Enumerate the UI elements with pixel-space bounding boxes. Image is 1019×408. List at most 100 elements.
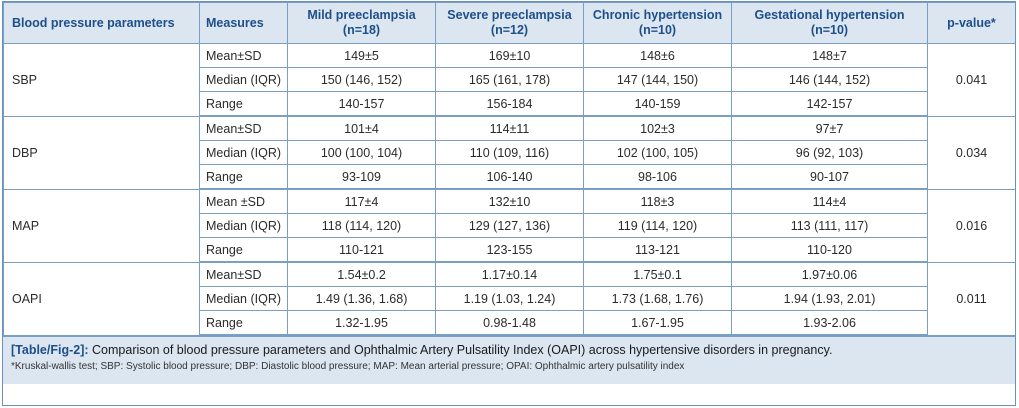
table-row: Median (IQR) 150 (146, 152) 165 (161, 178)…: [4, 67, 1016, 92]
mild-value-cell: 140-157: [287, 91, 436, 117]
mild-value-cell: 93-109: [287, 164, 436, 190]
measure-cell: Range: [199, 310, 288, 336]
mild-value-cell: 1.32-1.95: [287, 310, 436, 336]
caption-footnote: *Kruskal-wallis test; SBP: Systolic bloo…: [11, 361, 685, 372]
severe-value-cell: 132±10: [435, 188, 584, 214]
gestational-value-cell: 114±4: [731, 188, 928, 214]
chronic-value-cell: 118±3: [583, 188, 732, 214]
chronic-value-cell: 1.75±0.1: [583, 261, 732, 287]
gestational-value-cell: 1.94 (1.93, 2.01): [731, 286, 928, 311]
header-chronic: Chronic hypertension (n=10): [583, 2, 732, 44]
header-param: Blood pressure parameters: [3, 2, 200, 44]
table-row: Median (IQR) 100 (100, 104) 110 (109, 116)…: [4, 140, 1016, 165]
measure-cell: Range: [199, 237, 288, 263]
header-chronic-n: (n=10): [638, 23, 677, 37]
chronic-value-cell: 119 (114, 120): [583, 213, 732, 238]
gestational-value-cell: 146 (144, 152): [731, 67, 928, 92]
severe-value-cell: 123-155: [435, 237, 584, 263]
header-measures: Measures: [199, 2, 288, 44]
mild-value-cell: 1.49 (1.36, 1.68): [287, 286, 436, 311]
table-row: Range 93-109 106-140 98-106 90-107: [4, 164, 1016, 190]
table-row: Range 110-121 123-155 113-121 110-120: [4, 237, 1016, 263]
mild-value-cell: 150 (146, 152): [287, 67, 436, 92]
header-mild: Mild preeclampsia (n=18): [287, 2, 436, 44]
severe-value-cell: 156-184: [435, 91, 584, 117]
pvalue-cell: 0.011: [927, 261, 1015, 336]
gestational-value-cell: 97±7: [731, 115, 928, 141]
measure-cell: Mean±SD: [199, 43, 288, 68]
table-row: Range 1.32-1.95 0.98-1.48 1.67-1.95 1.93-2.0…: [4, 310, 1016, 336]
header-gestational-n: (n=10): [810, 23, 849, 37]
mild-value-cell: 1.54±0.2: [287, 261, 436, 287]
measure-cell: Median (IQR): [199, 213, 288, 238]
table-row: Median (IQR) 118 (114, 120) 129 (127, 136)…: [4, 213, 1016, 238]
severe-value-cell: 129 (127, 136): [435, 213, 584, 238]
severe-value-cell: 106-140: [435, 164, 584, 190]
table-row: MAP Mean ±SD 117±4 132±10 118±3 114±4 0.016: [3, 188, 1015, 263]
table-row: OAPI Mean±SD 1.54±0.2 1.17±0.14 1.75±0.1 1.97…: [3, 261, 1015, 336]
parameter-cell: SBP: [3, 43, 200, 117]
gestational-value-cell: 1.93-2.06: [731, 310, 928, 336]
pvalue-cell: 0.016: [927, 188, 1015, 263]
caption-text: Comparison of blood pressure parameters …: [92, 343, 833, 357]
pvalue-cell: 0.034: [927, 115, 1015, 190]
header-pvalue: p-value*: [927, 2, 1015, 44]
parameter-cell: OAPI: [3, 261, 200, 336]
chronic-value-cell: 1.67-1.95: [583, 310, 732, 336]
mild-value-cell: 101±4: [287, 115, 436, 141]
mild-value-cell: 149±5: [287, 43, 436, 68]
chronic-value-cell: 113-121: [583, 237, 732, 263]
severe-value-cell: 110 (109, 116): [435, 140, 584, 165]
header-severe-name: Severe preeclampsia: [447, 8, 572, 22]
gestational-value-cell: 90-107: [731, 164, 928, 190]
mild-value-cell: 110-121: [287, 237, 436, 263]
measure-cell: Median (IQR): [199, 67, 288, 92]
measure-cell: Median (IQR): [199, 140, 288, 165]
chronic-value-cell: 98-106: [583, 164, 732, 190]
header-mild-name: Mild preeclampsia: [307, 8, 416, 22]
gestational-value-cell: 110-120: [731, 237, 928, 263]
pvalue-cell: 0.041: [927, 43, 1015, 117]
severe-value-cell: 0.98-1.48: [435, 310, 584, 336]
header-chronic-name: Chronic hypertension: [592, 8, 723, 22]
mild-value-cell: 100 (100, 104): [287, 140, 436, 165]
measure-cell: Median (IQR): [199, 286, 288, 311]
header-row: Blood pressure parameters Measures Mild …: [3, 2, 1015, 44]
table-caption: [Table/Fig-2]: Comparison of blood press…: [3, 336, 1015, 384]
gestational-value-cell: 96 (92, 103): [731, 140, 928, 165]
chronic-value-cell: 140-159: [583, 91, 732, 117]
table-row: DBP Mean±SD 101±4 114±11 102±3 97±7 0.034: [3, 115, 1015, 190]
measure-cell: Range: [199, 164, 288, 190]
header-severe-n: (n=12): [490, 23, 529, 37]
table-row: Range 140-157 156-184 140-159 142-157: [4, 91, 1016, 117]
chronic-value-cell: 147 (144, 150): [583, 67, 732, 92]
caption-label: [Table/Fig-2]:: [11, 343, 89, 357]
severe-value-cell: 169±10: [435, 43, 584, 68]
mild-value-cell: 118 (114, 120): [287, 213, 436, 238]
severe-value-cell: 1.19 (1.03, 1.24): [435, 286, 584, 311]
severe-value-cell: 165 (161, 178): [435, 67, 584, 92]
header-severe: Severe preeclampsia (n=12): [435, 2, 584, 44]
chronic-value-cell: 148±6: [583, 43, 732, 68]
header-mild-n: (n=18): [342, 23, 381, 37]
measure-cell: Mean±SD: [199, 115, 288, 141]
measure-cell: Mean±SD: [199, 261, 288, 287]
severe-value-cell: 1.17±0.14: [435, 261, 584, 287]
chronic-value-cell: 102±3: [583, 115, 732, 141]
measure-cell: Mean ±SD: [199, 188, 288, 214]
table-row: SBP Mean±SD 149±5 169±10 148±6 148±7 0.041: [3, 43, 1015, 117]
header-gestational-name: Gestational hypertension: [754, 8, 905, 22]
gestational-value-cell: 1.97±0.06: [731, 261, 928, 287]
severe-value-cell: 114±11: [435, 115, 584, 141]
gestational-value-cell: 148±7: [731, 43, 928, 68]
gestational-value-cell: 113 (111, 117): [731, 213, 928, 238]
chronic-value-cell: 1.73 (1.68, 1.76): [583, 286, 732, 311]
gestational-value-cell: 142-157: [731, 91, 928, 117]
bp-comparison-table: Blood pressure parameters Measures Mild …: [3, 2, 1016, 336]
chronic-value-cell: 102 (100, 105): [583, 140, 732, 165]
parameter-cell: MAP: [3, 188, 200, 263]
caption-title: [Table/Fig-2]: Comparison of blood press…: [11, 342, 1007, 359]
header-gestational: Gestational hypertension (n=10): [731, 2, 928, 44]
table-row: Median (IQR) 1.49 (1.36, 1.68) 1.19 (1.03,…: [4, 286, 1016, 311]
